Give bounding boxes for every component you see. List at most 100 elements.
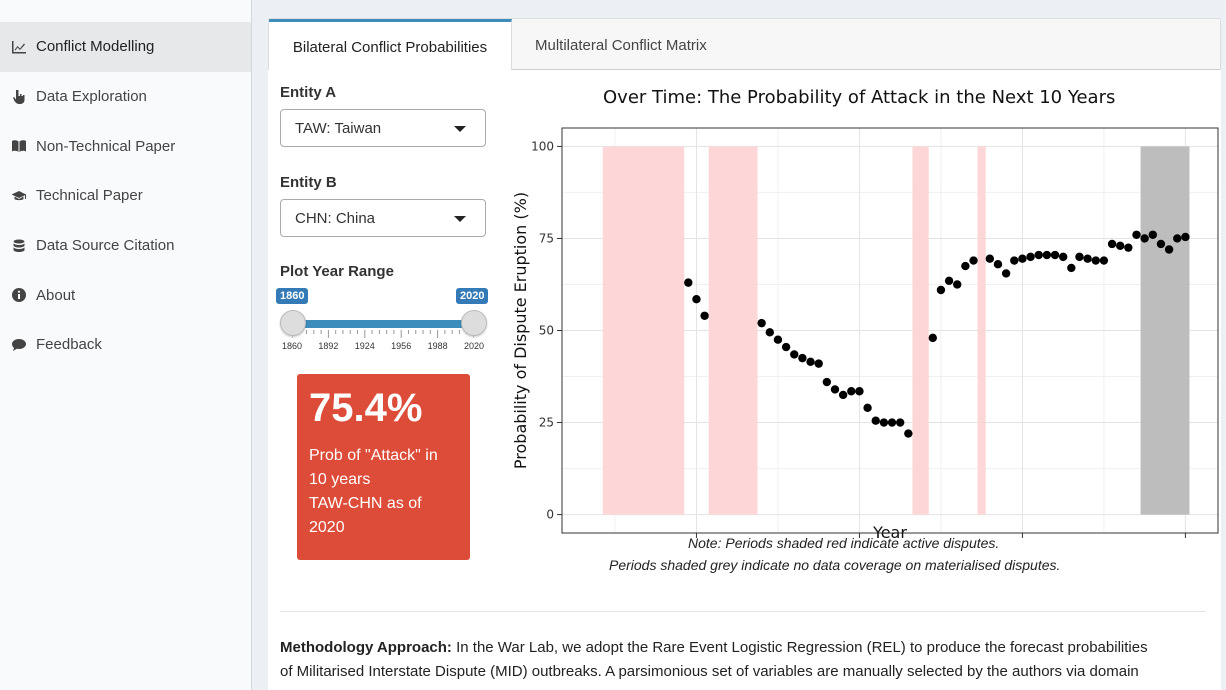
data-point <box>1042 250 1052 260</box>
slider-track[interactable] <box>292 320 474 328</box>
active-dispute-band <box>912 146 929 515</box>
data-point <box>684 278 693 287</box>
data-point <box>1173 234 1182 243</box>
data-point <box>1075 252 1084 262</box>
sidebar-item-technical-paper[interactable]: Technical Paper <box>0 171 251 221</box>
slider-tick-label: 1924 <box>354 341 375 351</box>
slider-from-badge: 1860 <box>276 288 309 304</box>
data-point <box>1034 250 1043 260</box>
data-point <box>855 387 864 396</box>
active-dispute-band <box>977 146 986 515</box>
data-point <box>1124 243 1133 252</box>
data-point <box>822 377 832 387</box>
sidebar-item-label: Conflict Modelling <box>36 38 155 56</box>
probability-value-box: 75.4% Prob of "Attack" in 10 years TAW-C… <box>297 374 470 560</box>
probability-caption: Prob of "Attack" in 10 years TAW-CHN as … <box>309 444 458 540</box>
data-point <box>871 416 880 425</box>
data-point <box>953 280 962 289</box>
slider-tick-label: 1892 <box>318 341 339 351</box>
entity-a-select[interactable]: TAW: Taiwan <box>280 109 486 147</box>
entity-b-select[interactable]: CHN: China <box>280 199 486 237</box>
data-point <box>1099 256 1109 265</box>
caption-line: 10 years <box>309 471 371 488</box>
y-tick-label: 75 <box>539 231 554 245</box>
methodology-text: Methodology Approach: In the War Lab, we… <box>280 636 1210 684</box>
y-tick-label: 0 <box>546 508 554 522</box>
sidebar-item-feedback[interactable]: Feedback <box>0 320 251 370</box>
sidebar-item-data-exploration[interactable]: Data Exploration <box>0 72 251 122</box>
year-range-slider[interactable]: 1860 2020 1860 1892 1924 1956 1988 2020 <box>276 288 490 351</box>
data-point <box>773 335 783 344</box>
slider-ticks <box>292 330 474 338</box>
slider-tick-label: 1988 <box>427 341 448 351</box>
comment-icon <box>10 336 27 353</box>
data-point <box>1026 252 1035 262</box>
info-circle-icon <box>10 287 27 304</box>
data-point <box>1148 230 1158 239</box>
data-point <box>1058 252 1068 262</box>
caption-line: TAW-CHN as of <box>309 495 422 512</box>
entity-b-value: CHN: China <box>295 209 376 227</box>
data-point <box>993 260 1003 269</box>
sidebar-item-label: Feedback <box>36 336 102 354</box>
data-point <box>863 403 872 413</box>
data-point <box>757 318 766 328</box>
sidebar-item-label: Non-Technical Paper <box>36 137 176 155</box>
caption-line: Prob of "Attack" in <box>309 447 438 464</box>
data-point <box>700 311 709 320</box>
sidebar-item-about[interactable]: About <box>0 270 251 320</box>
data-point <box>1132 230 1141 239</box>
data-point <box>765 328 775 337</box>
active-dispute-band <box>708 146 758 515</box>
sidebar: Conflict Modelling Data Exploration Non-… <box>0 0 252 690</box>
data-point <box>838 390 848 400</box>
year-range-label: Plot Year Range <box>280 263 394 280</box>
line-chart-icon <box>10 38 27 55</box>
y-tick-label: 100 <box>531 139 554 153</box>
methodology-line: In the War Lab, we adopt the Rare Event … <box>451 639 1148 656</box>
entity-b-label: Entity B <box>280 174 337 191</box>
slider-to-badge: 2020 <box>456 288 489 304</box>
tab-bilateral-conflict-probabilities[interactable]: Bilateral Conflict Probabilities <box>269 19 512 72</box>
database-icon <box>10 237 27 254</box>
sidebar-item-data-source-citation[interactable]: Data Source Citation <box>0 221 251 271</box>
tab-multilateral-conflict-matrix[interactable]: Multilateral Conflict Matrix <box>535 36 707 54</box>
sidebar-item-conflict-modelling[interactable]: Conflict Modelling <box>0 22 251 72</box>
slider-handle-to[interactable] <box>461 310 487 336</box>
data-point <box>847 387 856 396</box>
data-point <box>1091 256 1100 265</box>
data-point <box>830 385 840 394</box>
entity-a-value: TAW: Taiwan <box>295 119 382 137</box>
chart: 02550751001960198020002020YearProbabilit… <box>511 127 1219 540</box>
data-point <box>1164 245 1174 254</box>
caret-down-icon <box>454 216 466 222</box>
sidebar-item-label: About <box>36 286 76 304</box>
data-point <box>928 333 937 343</box>
probability-value: 75.4% <box>309 386 423 430</box>
data-point <box>904 429 913 438</box>
data-point <box>944 276 954 285</box>
data-point <box>806 357 815 366</box>
slider-handle-from[interactable] <box>280 310 306 336</box>
main-panel: Bilateral Conflict Probabilities Multila… <box>268 18 1223 690</box>
data-point <box>1001 269 1011 278</box>
chart-note-red: Note: Periods shaded red indicate active… <box>688 535 1000 551</box>
y-tick-label: 50 <box>539 324 554 338</box>
slider-tick-label: 2020 <box>463 341 485 351</box>
data-point <box>1050 250 1060 260</box>
data-point <box>1107 239 1117 249</box>
data-point <box>1083 254 1092 263</box>
tab-bar: Bilateral Conflict Probabilities Multila… <box>268 18 1221 72</box>
slider-tick-label: 1956 <box>391 341 412 351</box>
sidebar-item-label: Data Source Citation <box>36 237 175 255</box>
sidebar-item-non-technical-paper[interactable]: Non-Technical Paper <box>0 121 251 171</box>
data-point <box>798 353 807 363</box>
chart-title: Over Time: The Probability of Attack in … <box>603 87 1116 108</box>
data-point <box>790 350 799 359</box>
data-point <box>1010 256 1019 265</box>
tab-content: Entity A TAW: Taiwan Entity B CHN: China… <box>268 70 1221 690</box>
data-point <box>936 285 946 295</box>
data-point <box>969 256 978 265</box>
data-point <box>781 342 791 352</box>
graduation-cap-icon <box>10 187 27 204</box>
